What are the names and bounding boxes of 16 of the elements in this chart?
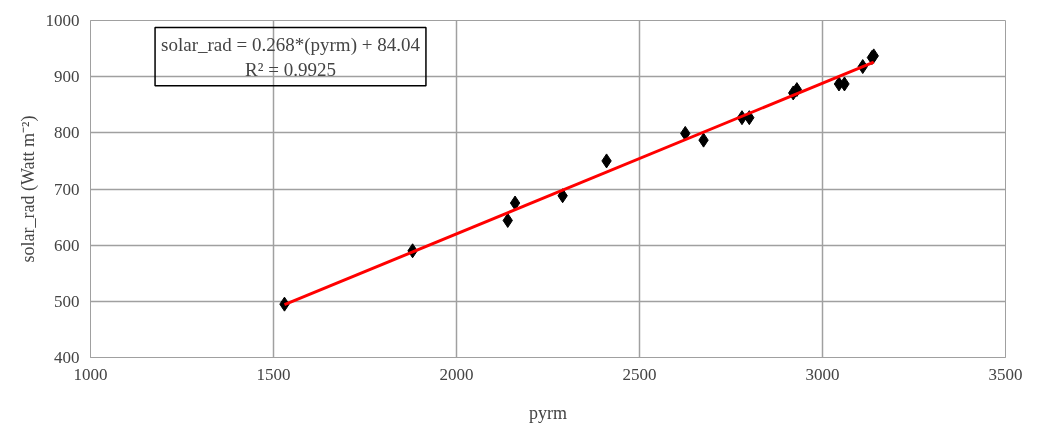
- x-axis-title: pyrm: [529, 402, 567, 423]
- x-tick-label: 2500: [622, 364, 657, 384]
- x-tick-label: 3000: [805, 364, 840, 384]
- y-tick-label: 700: [54, 179, 80, 199]
- annotation: solar_rad = 0.268*(pyrm) + 84.04 R² = 0.9925: [161, 33, 421, 80]
- y-tick-label: 400: [54, 348, 80, 367]
- y-tick-label: 1000: [45, 11, 80, 30]
- x-tick-label: 1000: [73, 364, 108, 384]
- y-tick-label: 600: [54, 235, 80, 255]
- y-tick-label: 500: [54, 291, 80, 311]
- x-tick-label: 1500: [256, 364, 291, 384]
- x-tick-label: 2000: [439, 364, 474, 384]
- y-axis-title: solar_rad (Watt m⁻²): [17, 115, 39, 263]
- y-tick-label: 900: [54, 67, 80, 87]
- y-tick-label: 800: [54, 123, 80, 143]
- x-tick-label: 3500: [988, 364, 1023, 384]
